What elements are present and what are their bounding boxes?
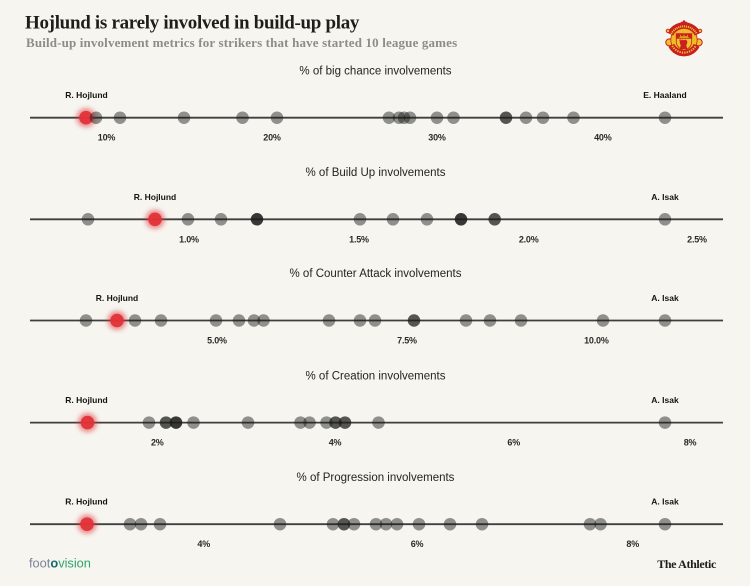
svg-text:6%: 6% [507, 438, 520, 448]
svg-text:R. Hojlund: R. Hojlund [96, 293, 139, 303]
svg-text:1.5%: 1.5% [349, 234, 369, 244]
svg-text:% of Build Up involvements: % of Build Up involvements [306, 167, 446, 179]
svg-text:30%: 30% [428, 133, 446, 143]
svg-text:A. Isak: A. Isak [651, 293, 679, 303]
svg-text:R. Hojlund: R. Hojlund [134, 192, 177, 202]
svg-text:Build-up involvement metrics f: Build-up involvement metrics for striker… [26, 35, 457, 50]
svg-text:5.0%: 5.0% [207, 336, 227, 346]
svg-text:2%: 2% [151, 438, 164, 448]
svg-text:% of Creation involvements: % of Creation involvements [306, 370, 446, 382]
svg-text:A. Isak: A. Isak [651, 497, 679, 507]
svg-text:1.0%: 1.0% [179, 234, 199, 244]
svg-text:2.5%: 2.5% [687, 234, 707, 244]
svg-text:8%: 8% [626, 539, 639, 549]
svg-text:4%: 4% [329, 438, 342, 448]
svg-text:R. Hojlund: R. Hojlund [65, 395, 108, 405]
svg-text:% of big chance involvements: % of big chance involvements [299, 65, 451, 77]
svg-text:20%: 20% [263, 133, 281, 143]
svg-text:% of Progression involvements: % of Progression involvements [297, 472, 455, 484]
svg-text:6%: 6% [411, 539, 424, 549]
svg-text:The Athletic: The Athletic [657, 557, 717, 571]
svg-text:A. Isak: A. Isak [651, 395, 679, 405]
svg-text:E. Haaland: E. Haaland [643, 90, 686, 100]
svg-text:footovision: footovision [29, 556, 91, 571]
svg-text:7.5%: 7.5% [397, 336, 417, 346]
svg-text:2.0%: 2.0% [519, 234, 539, 244]
svg-text:8%: 8% [684, 438, 697, 448]
svg-text:% of Counter Attack involvemen: % of Counter Attack involvements [290, 268, 462, 280]
svg-text:A. Isak: A. Isak [651, 192, 679, 202]
svg-text:Hojlund is rarely involved in: Hojlund is rarely involved in build-up p… [25, 13, 360, 34]
svg-text:4%: 4% [197, 539, 210, 549]
svg-text:10%: 10% [98, 133, 116, 143]
svg-text:40%: 40% [594, 133, 612, 143]
svg-text:10.0%: 10.0% [584, 336, 609, 346]
svg-text:R. Hojlund: R. Hojlund [65, 497, 108, 507]
svg-text:R. Hojlund: R. Hojlund [65, 90, 108, 100]
